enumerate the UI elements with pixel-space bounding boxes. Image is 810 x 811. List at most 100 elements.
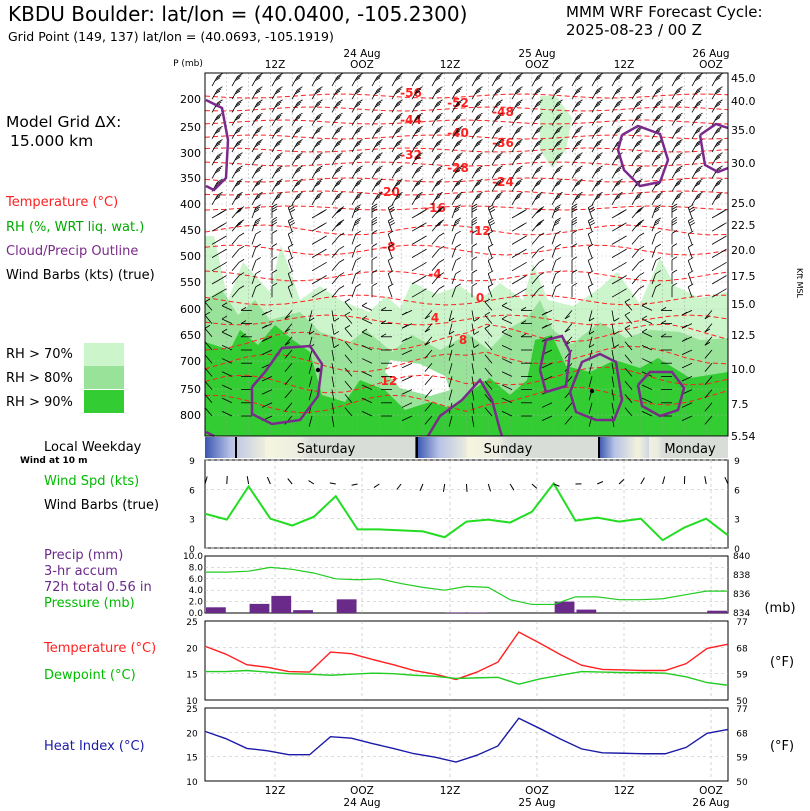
top-time-label: 12Z bbox=[614, 59, 635, 71]
wind-barb-flag bbox=[694, 130, 701, 134]
wind-barb-flag bbox=[234, 130, 241, 134]
wind-barb-flag bbox=[217, 178, 223, 183]
wind-barb-flag bbox=[694, 103, 701, 108]
wind-barb-flag bbox=[557, 125, 563, 130]
wind-barb-flag bbox=[355, 257, 361, 261]
wind-barb-flag bbox=[355, 243, 361, 248]
wind-barb-flag bbox=[536, 194, 542, 198]
wind-barb-flag bbox=[474, 156, 481, 161]
wind-barb-flag bbox=[435, 210, 442, 214]
wind-barb-flag bbox=[417, 178, 423, 183]
wind-barb-flag bbox=[216, 75, 222, 79]
wind-barb-flag bbox=[617, 73, 623, 77]
wind-barb-flag bbox=[516, 88, 522, 93]
wind-barb-flag bbox=[597, 112, 603, 117]
wind-barb-flag bbox=[656, 194, 662, 198]
temperature-contour bbox=[204, 119, 729, 125]
wind-barb bbox=[704, 376, 713, 386]
rh80-label: RH > 80% bbox=[6, 371, 73, 386]
wind-barb-flag bbox=[494, 90, 501, 95]
wind-barb-flag bbox=[571, 243, 578, 247]
wind-barb-flag bbox=[396, 194, 402, 198]
wind-barb-flag bbox=[317, 191, 323, 196]
wind-barb-flag bbox=[254, 183, 261, 187]
wind-barb-flag bbox=[494, 77, 501, 82]
wind-barb-flag bbox=[696, 180, 702, 185]
wind-barb-flag bbox=[541, 324, 548, 329]
wind-barb bbox=[351, 273, 357, 285]
wind-barb-flag bbox=[471, 221, 478, 226]
wind-barb-flag bbox=[474, 169, 481, 174]
wind-barb bbox=[501, 384, 513, 390]
wind-barb-flag bbox=[401, 311, 408, 316]
wind-barb-flag bbox=[554, 196, 561, 200]
wind-barb bbox=[308, 389, 313, 401]
wind-barb bbox=[308, 349, 313, 361]
wind-barb-flag bbox=[256, 180, 262, 185]
wind-barb-flag bbox=[538, 259, 545, 263]
wind-barb-flag bbox=[514, 130, 521, 134]
kft-tick-label: 20.0 bbox=[731, 244, 756, 257]
wind-barb-flag bbox=[253, 209, 260, 213]
wind-ytick: 3 bbox=[189, 516, 195, 526]
wind-barb-flag bbox=[704, 315, 711, 320]
surface-wind-barb bbox=[662, 476, 666, 485]
cloud-outline bbox=[538, 334, 572, 394]
wind-barb-flag bbox=[276, 167, 282, 172]
wind-barb-flag bbox=[438, 206, 445, 210]
wind-barb-flag bbox=[376, 141, 382, 145]
wind-barb-flag bbox=[671, 256, 678, 261]
wind-barb-flag bbox=[594, 103, 601, 108]
precip-total-label: 72h total 0.56 in bbox=[44, 580, 152, 595]
wind-barb bbox=[564, 402, 573, 412]
wind-barb bbox=[471, 402, 475, 414]
wind-barb-flag bbox=[521, 261, 527, 266]
wind-barb-flag bbox=[654, 77, 661, 82]
wind-barb-flag bbox=[721, 248, 727, 253]
wind-barb-flag bbox=[516, 75, 522, 79]
wind-barb-flag bbox=[237, 208, 243, 212]
wind-barb-flag bbox=[537, 208, 543, 212]
wind-barb bbox=[501, 331, 513, 338]
kft-tick-label: 30.0 bbox=[731, 157, 756, 170]
wind-barb-flag bbox=[371, 216, 378, 221]
wind-barb bbox=[331, 323, 335, 335]
wind-barb-flag bbox=[296, 128, 302, 132]
wind-barb-flag bbox=[636, 141, 642, 145]
pressure-label: Pressure (mb) bbox=[44, 596, 135, 611]
wind-barb-flag bbox=[494, 169, 501, 174]
wind-barb bbox=[651, 260, 657, 271]
wind-barb-flag bbox=[497, 139, 503, 143]
wind-barb bbox=[424, 310, 433, 320]
wind-barb-flag bbox=[421, 275, 427, 279]
pressure-ytick: 836 bbox=[733, 590, 750, 600]
wind-barb-flag bbox=[337, 99, 343, 104]
wind-barb-flag bbox=[697, 125, 703, 130]
wind-barb-flag bbox=[637, 208, 643, 212]
wind-barb-flag bbox=[314, 143, 321, 148]
wind-barb-flag bbox=[414, 90, 421, 95]
wind-barb-flag bbox=[296, 88, 302, 93]
surface-wind-barb bbox=[351, 483, 358, 486]
wind-barb bbox=[204, 314, 213, 324]
wind-barb-flag bbox=[437, 191, 443, 196]
wind-barb bbox=[448, 363, 453, 374]
wind-barb bbox=[587, 207, 593, 219]
wind-barb-flag bbox=[576, 101, 582, 106]
wind-barb-flag bbox=[594, 77, 601, 82]
heat-ytick-right: 50 bbox=[736, 778, 748, 788]
wind-barb-flag bbox=[289, 222, 296, 226]
wind-barb-flag bbox=[354, 103, 361, 108]
wind-barb-flag bbox=[217, 139, 223, 143]
wind-barb bbox=[361, 318, 373, 324]
wind-barb bbox=[411, 238, 422, 245]
wind-barb bbox=[484, 380, 493, 390]
weekday-band-center bbox=[265, 437, 415, 458]
wind-barb-flag bbox=[221, 248, 227, 253]
wind-barb bbox=[351, 260, 357, 271]
wind-barb-flag bbox=[414, 117, 421, 121]
wind-barb bbox=[344, 407, 353, 417]
wind-barb-flag bbox=[516, 211, 523, 216]
wind-barb-flag bbox=[417, 139, 423, 143]
wind-barb bbox=[681, 349, 693, 356]
